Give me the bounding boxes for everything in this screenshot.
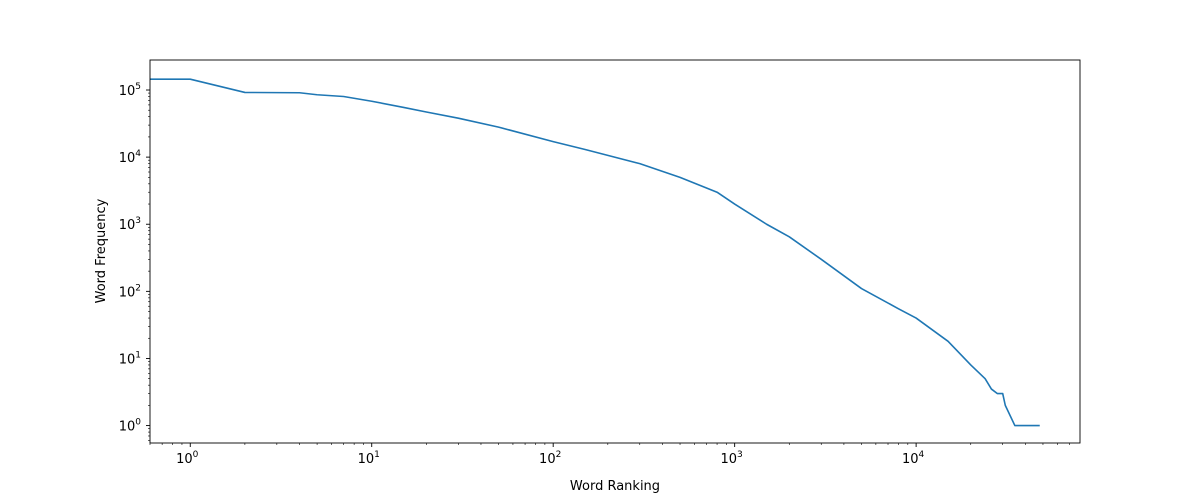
- x-tick-label: 100: [176, 450, 199, 467]
- x-axis: 100 101 102 103 104: [176, 443, 925, 467]
- x-tick-label: 104: [902, 450, 925, 467]
- y-axis: 100 101 102 103 104 105: [119, 82, 150, 435]
- x-tick-label: 101: [358, 450, 380, 467]
- y-tick-label: 102: [119, 283, 141, 300]
- plot-frame: [149, 59, 1081, 444]
- series-layer: [150, 78, 1040, 427]
- y-tick-label: 103: [119, 216, 141, 233]
- x-tick-label: 102: [539, 450, 561, 467]
- minor-ticks: [148, 92, 1070, 445]
- y-tick-label: 105: [119, 82, 141, 99]
- series-line: [150, 78, 1040, 427]
- y-tick-label: 104: [119, 149, 142, 166]
- x-axis-label: Word Ranking: [570, 479, 660, 494]
- y-axis-label: Word Frequency: [94, 198, 109, 303]
- y-tick-label: 100: [119, 418, 142, 435]
- y-tick-label: 101: [119, 350, 141, 367]
- x-tick-label: 103: [721, 450, 743, 467]
